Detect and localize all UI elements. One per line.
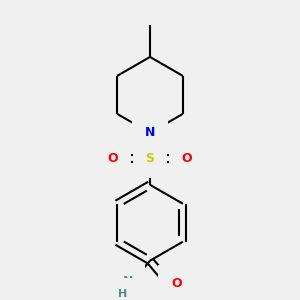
Text: O: O <box>182 152 192 165</box>
Text: O: O <box>171 277 181 290</box>
Text: H: H <box>118 289 128 298</box>
Text: N: N <box>123 275 133 288</box>
Text: S: S <box>146 152 154 165</box>
Text: N: N <box>145 126 155 139</box>
Text: O: O <box>108 152 118 165</box>
